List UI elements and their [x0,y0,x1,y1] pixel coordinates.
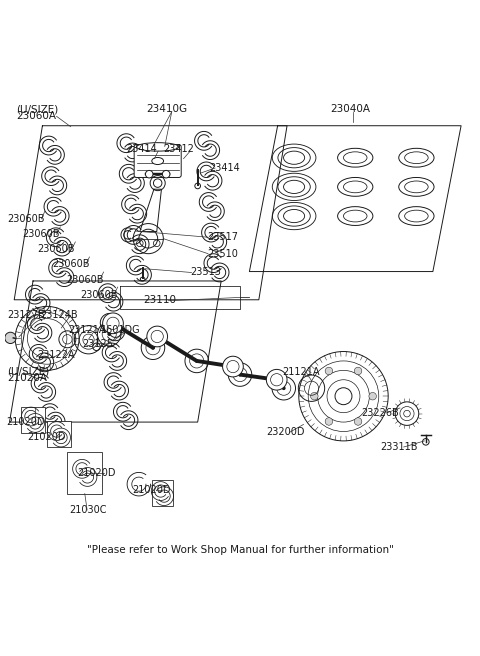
Text: 23410G: 23410G [146,104,188,114]
Text: 23414: 23414 [209,163,240,173]
Circle shape [325,418,333,425]
Circle shape [162,171,170,178]
Text: 23200D: 23200D [266,428,304,438]
Text: 1601DG: 1601DG [101,325,141,335]
Text: 23060B: 23060B [66,275,104,285]
Text: 23513: 23513 [191,268,221,277]
Text: 21020A: 21020A [7,373,47,383]
Text: 23124B: 23124B [40,310,78,320]
Text: 21020D: 21020D [27,432,65,441]
FancyBboxPatch shape [47,421,71,447]
Circle shape [228,363,252,386]
Circle shape [354,418,362,425]
FancyBboxPatch shape [152,480,173,506]
Text: 23414: 23414 [126,144,156,154]
Circle shape [266,369,287,390]
Circle shape [103,313,123,334]
Text: 23311B: 23311B [380,442,418,452]
Ellipse shape [136,142,179,151]
Circle shape [272,377,296,400]
Text: (U/SIZE): (U/SIZE) [7,366,49,377]
Text: "Please refer to Work Shop Manual for further information": "Please refer to Work Shop Manual for fu… [86,545,394,555]
Circle shape [185,349,208,373]
Text: 21020D: 21020D [132,485,170,495]
Ellipse shape [152,157,164,165]
Text: 23060B: 23060B [38,245,75,255]
Circle shape [369,392,376,400]
Text: 23412: 23412 [163,144,194,154]
Circle shape [311,392,318,400]
Text: 23060B: 23060B [23,230,60,239]
Text: 21030C: 21030C [69,505,107,515]
Circle shape [354,367,362,375]
Text: 23517: 23517 [207,232,238,242]
Text: 23121A: 23121A [68,325,106,335]
Text: 23122A: 23122A [38,350,75,359]
Text: 23510: 23510 [207,249,238,258]
FancyBboxPatch shape [134,144,181,178]
FancyBboxPatch shape [21,407,45,433]
Text: 23060B: 23060B [7,214,45,224]
Circle shape [97,322,121,346]
Text: 23060B: 23060B [80,289,118,300]
FancyBboxPatch shape [67,452,102,494]
Text: 23125: 23125 [83,339,113,349]
Text: 21020D: 21020D [6,417,45,427]
Text: 21020D: 21020D [78,468,116,478]
Circle shape [5,332,16,344]
Text: 23060B: 23060B [52,260,89,270]
Text: 23110: 23110 [144,295,177,305]
Text: 21121A: 21121A [282,367,320,377]
Circle shape [325,367,333,375]
Text: (U/SIZE): (U/SIZE) [16,104,59,114]
Text: 23127B: 23127B [7,310,45,320]
Circle shape [147,326,168,347]
Circle shape [141,336,165,359]
Circle shape [145,171,153,178]
Text: 23226B: 23226B [361,407,399,418]
Text: 23040A: 23040A [331,104,371,114]
Text: 23060A: 23060A [16,112,57,121]
Circle shape [223,356,243,377]
